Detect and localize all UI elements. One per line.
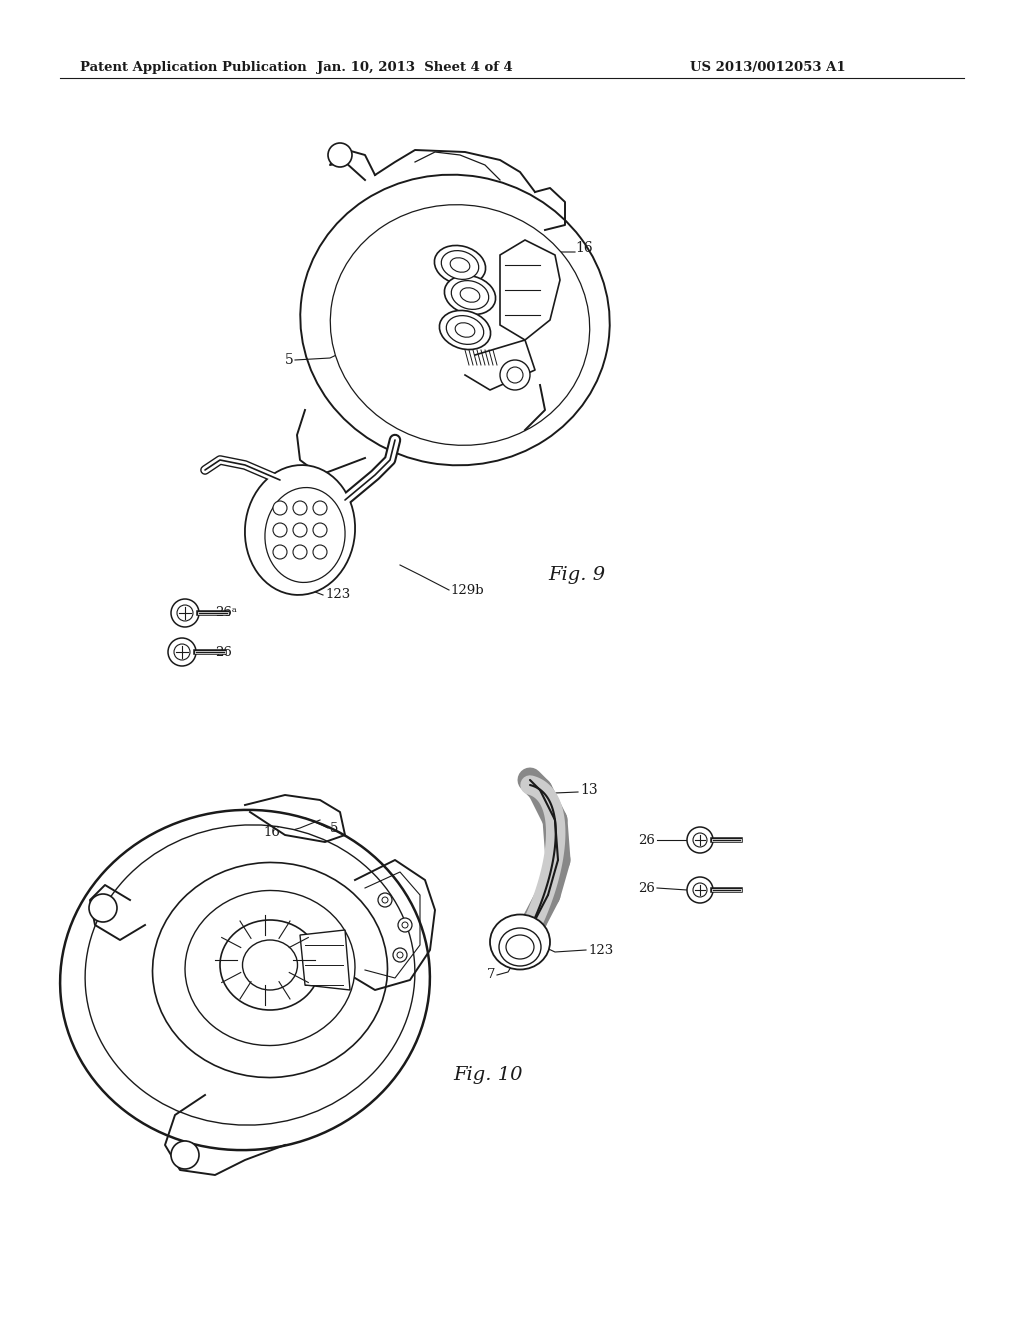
Text: Jan. 10, 2013  Sheet 4 of 4: Jan. 10, 2013 Sheet 4 of 4 (317, 62, 513, 74)
Polygon shape (500, 240, 560, 341)
Ellipse shape (300, 174, 609, 466)
Circle shape (273, 523, 287, 537)
Text: 26: 26 (215, 645, 231, 659)
Circle shape (293, 523, 307, 537)
Ellipse shape (446, 315, 483, 345)
Ellipse shape (444, 276, 496, 314)
Text: Patent Application Publication: Patent Application Publication (80, 62, 307, 74)
Polygon shape (300, 931, 350, 990)
Circle shape (328, 143, 352, 168)
Ellipse shape (85, 825, 415, 1125)
Circle shape (168, 638, 196, 667)
Ellipse shape (490, 915, 550, 969)
Circle shape (293, 502, 307, 515)
Ellipse shape (439, 310, 490, 350)
Circle shape (177, 605, 193, 620)
Ellipse shape (506, 935, 534, 960)
Text: 123: 123 (325, 589, 350, 602)
Text: 26: 26 (638, 833, 655, 846)
Ellipse shape (460, 288, 480, 302)
Circle shape (378, 894, 392, 907)
Ellipse shape (60, 810, 430, 1150)
Text: Fig. 10: Fig. 10 (453, 1067, 522, 1084)
Text: US 2013/0012053 A1: US 2013/0012053 A1 (690, 62, 846, 74)
Circle shape (313, 502, 327, 515)
Circle shape (293, 545, 307, 558)
Text: 5: 5 (330, 821, 338, 834)
Circle shape (693, 833, 707, 847)
Circle shape (89, 894, 117, 921)
Text: 7: 7 (486, 969, 495, 982)
Ellipse shape (451, 257, 470, 272)
Circle shape (687, 876, 713, 903)
Circle shape (398, 917, 412, 932)
Ellipse shape (441, 251, 478, 280)
Ellipse shape (499, 928, 541, 966)
Circle shape (313, 523, 327, 537)
Text: 5: 5 (285, 352, 294, 367)
Circle shape (500, 360, 530, 389)
Circle shape (402, 921, 408, 928)
Circle shape (174, 644, 190, 660)
Ellipse shape (185, 891, 355, 1045)
Text: Fig. 9: Fig. 9 (548, 566, 605, 583)
Text: 26ᵃ: 26ᵃ (215, 606, 237, 619)
Text: 16: 16 (575, 242, 593, 255)
Ellipse shape (153, 862, 387, 1077)
Ellipse shape (434, 246, 485, 285)
Ellipse shape (243, 940, 298, 990)
Circle shape (171, 599, 199, 627)
Text: 13: 13 (580, 783, 598, 797)
Circle shape (693, 883, 707, 898)
Circle shape (273, 502, 287, 515)
Ellipse shape (220, 920, 319, 1010)
Text: 129b: 129b (450, 583, 483, 597)
Ellipse shape (456, 323, 475, 337)
Ellipse shape (331, 205, 590, 445)
Circle shape (273, 545, 287, 558)
Circle shape (687, 828, 713, 853)
Ellipse shape (245, 465, 355, 595)
Text: 16: 16 (263, 826, 280, 840)
Ellipse shape (265, 487, 345, 582)
Circle shape (382, 898, 388, 903)
Ellipse shape (452, 281, 488, 309)
Circle shape (507, 367, 523, 383)
Circle shape (171, 1140, 199, 1170)
Circle shape (393, 948, 407, 962)
Text: 123: 123 (588, 944, 613, 957)
Circle shape (313, 545, 327, 558)
Circle shape (397, 952, 403, 958)
Text: 26: 26 (638, 882, 655, 895)
